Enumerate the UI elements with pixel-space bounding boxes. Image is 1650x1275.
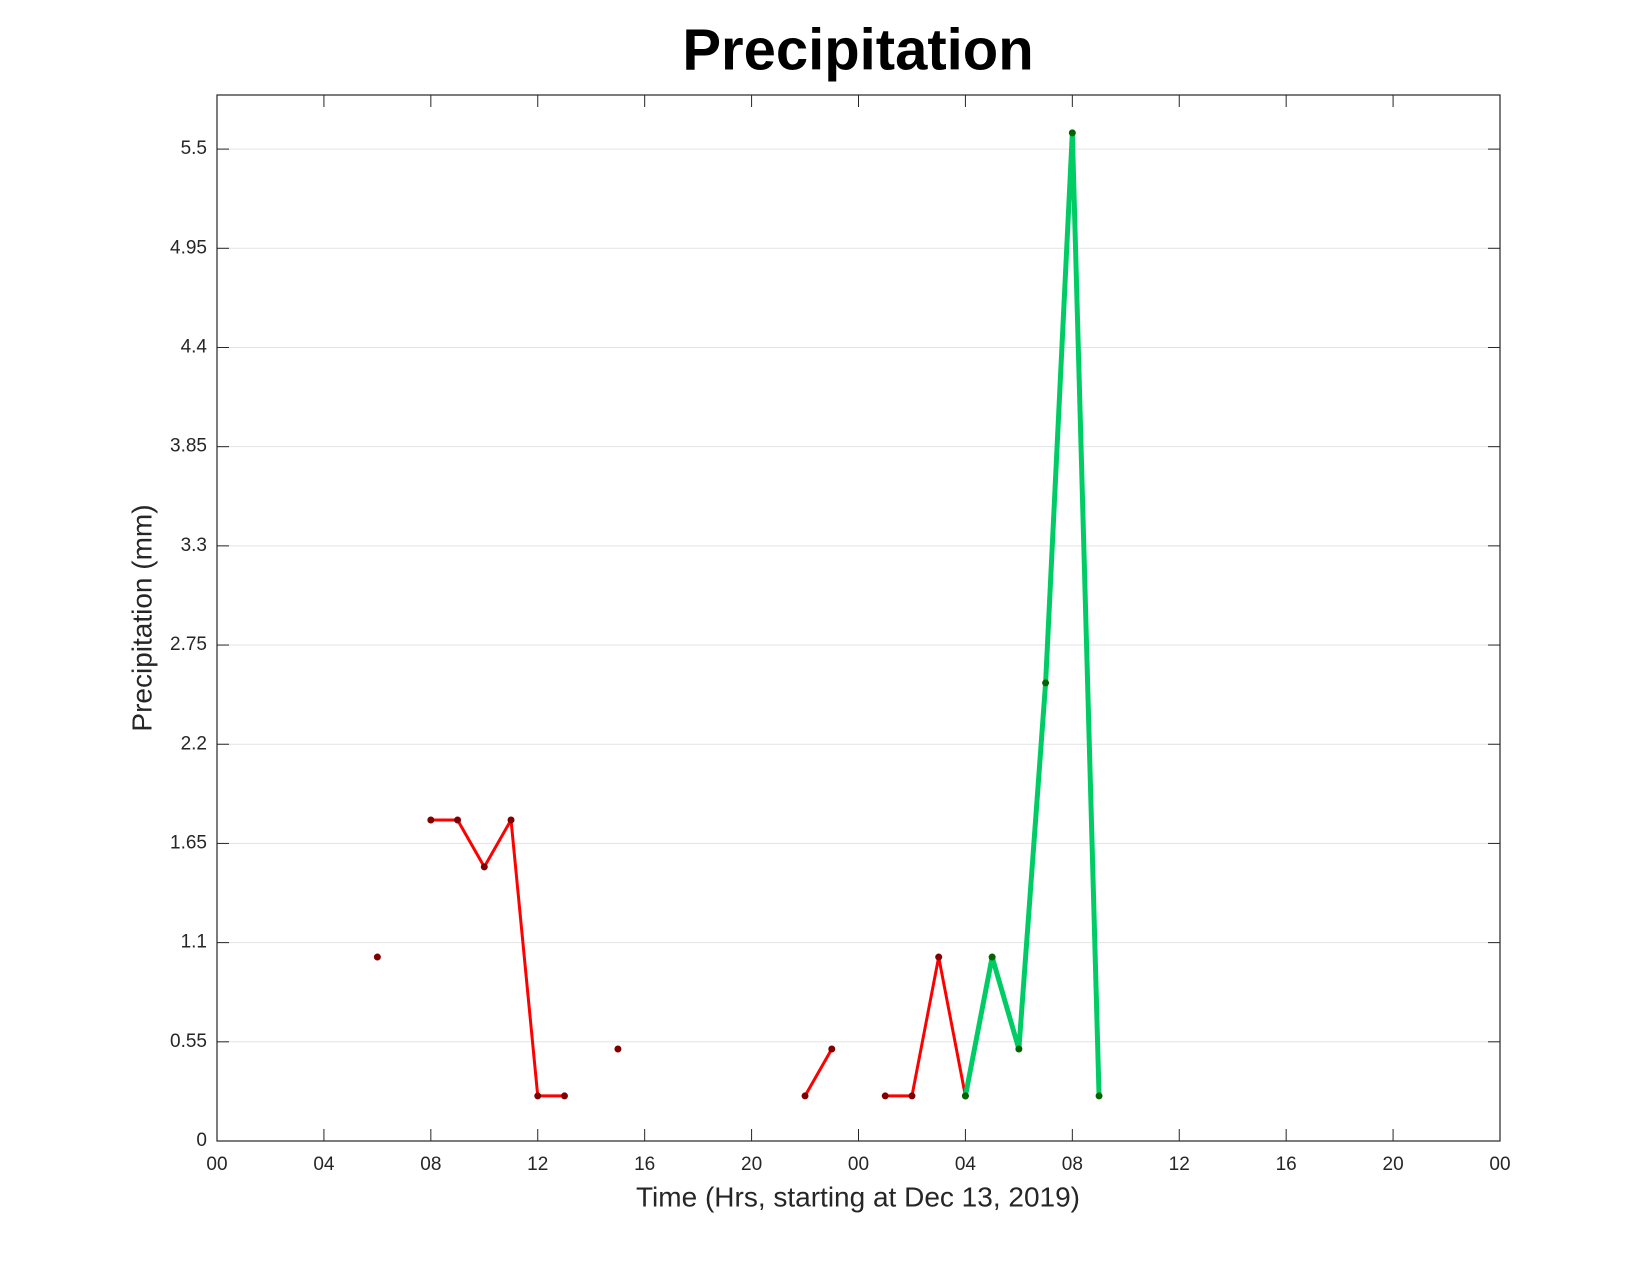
data-line [430, 818, 967, 1098]
y-tick-label: 1.65 [170, 832, 207, 853]
x-tick-label: 20 [741, 1154, 762, 1175]
data-point [480, 863, 488, 871]
x-tick-label: 00 [848, 1154, 869, 1175]
data-point [908, 1092, 916, 1100]
y-tick-label: 2.2 [181, 733, 207, 754]
y-tick-label: 1.1 [181, 932, 207, 953]
data-point [1015, 1045, 1023, 1053]
data-point [1068, 129, 1076, 137]
x-tick-label: 20 [1383, 1154, 1404, 1175]
y-axis-label: Precipitation (mm) [126, 504, 157, 731]
data-point [935, 953, 943, 961]
data-point [881, 1092, 889, 1100]
data-point [373, 953, 381, 961]
y-tick-label: 4.95 [170, 237, 207, 258]
data-line [962, 130, 1102, 1097]
data-point [988, 953, 996, 961]
x-axis-label: Time (Hrs, starting at Dec 13, 2019) [636, 1181, 1080, 1212]
axes-box [216, 94, 1501, 1142]
chart-title: Precipitation [682, 17, 1033, 82]
y-tick-label: 5.5 [181, 138, 207, 159]
data-point [828, 1045, 836, 1053]
data-point [614, 1045, 622, 1053]
x-tick-label: 08 [1062, 1154, 1083, 1175]
x-tick-label: 08 [420, 1154, 441, 1175]
data-point [801, 1092, 809, 1100]
y-tick-label: 0 [196, 1130, 207, 1151]
x-tick-label: 00 [1489, 1154, 1510, 1175]
x-tick-label: 16 [634, 1154, 655, 1175]
y-tick-label: 0.55 [170, 1031, 207, 1052]
y-tick-label: 2.75 [170, 634, 207, 655]
data-point [1095, 1092, 1103, 1100]
x-tick-label: 16 [1276, 1154, 1297, 1175]
x-tick-label: 04 [955, 1154, 977, 1175]
y-tick-label: 3.3 [181, 535, 207, 556]
data-point [1042, 679, 1050, 687]
x-tick-label: 12 [1169, 1154, 1190, 1175]
y-tick-label: 3.85 [170, 436, 207, 457]
y-tick-label: 4.4 [181, 336, 208, 357]
data-point [560, 1092, 568, 1100]
data-point [507, 816, 515, 824]
data-point [427, 816, 435, 824]
data-point [454, 816, 462, 824]
x-tick-label: 04 [313, 1154, 335, 1175]
x-tick-label: 00 [206, 1154, 227, 1175]
data-point [534, 1092, 542, 1100]
x-tick-label: 12 [527, 1154, 548, 1175]
plot-area [217, 95, 1500, 1141]
data-point [961, 1092, 969, 1100]
